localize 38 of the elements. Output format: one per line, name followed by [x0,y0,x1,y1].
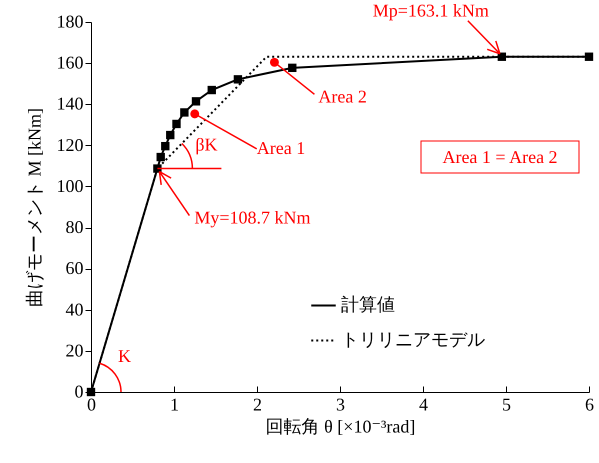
x-tick-label: 0 [87,394,96,414]
legend-label: トリリニアモデル [341,330,485,350]
point [156,152,165,162]
x-tick-label: 2 [253,394,262,414]
y-tick-label: 180 [56,12,84,32]
annotation: βK [195,134,218,155]
point [192,97,200,106]
y-tick-label: 100 [56,176,84,196]
annotation: Area 1 = Area 2 [442,147,558,167]
annotation: Mp=163.1 kNm [372,0,489,21]
point [584,52,594,61]
y-tick-label: 120 [56,134,84,155]
y-tick-label: 140 [56,94,84,114]
x-tick-label: 4 [419,394,428,414]
y-tick-label: 20 [66,340,84,360]
x-tick-label: 1 [170,394,179,414]
point [234,75,242,84]
point [172,120,181,128]
y-axis-title: 曲げモーメント M [kNm] [24,108,44,307]
x-axis-title: 回転角 θ [×10⁻³rad] [266,416,416,436]
annotation: Area 2 [318,86,367,106]
annotation: K [118,346,131,366]
y-tick-label: 0 [74,382,84,402]
point [288,64,296,72]
y-tick-label: 40 [66,299,84,320]
annotation: My=108.7 kNm [194,208,311,228]
x-tick-label: 5 [502,394,511,414]
point [208,86,216,94]
x-tick-label: 3 [336,394,345,414]
legend-label: 計算値 [341,294,395,314]
y-tick-label: 80 [66,217,84,238]
y-tick-label: 60 [66,258,84,278]
y-tick-label: 160 [56,52,84,73]
x-tick-label: 6 [585,394,594,414]
point [180,108,189,117]
annotation: Area 1 [256,138,306,158]
point [166,130,174,140]
point [161,142,170,150]
